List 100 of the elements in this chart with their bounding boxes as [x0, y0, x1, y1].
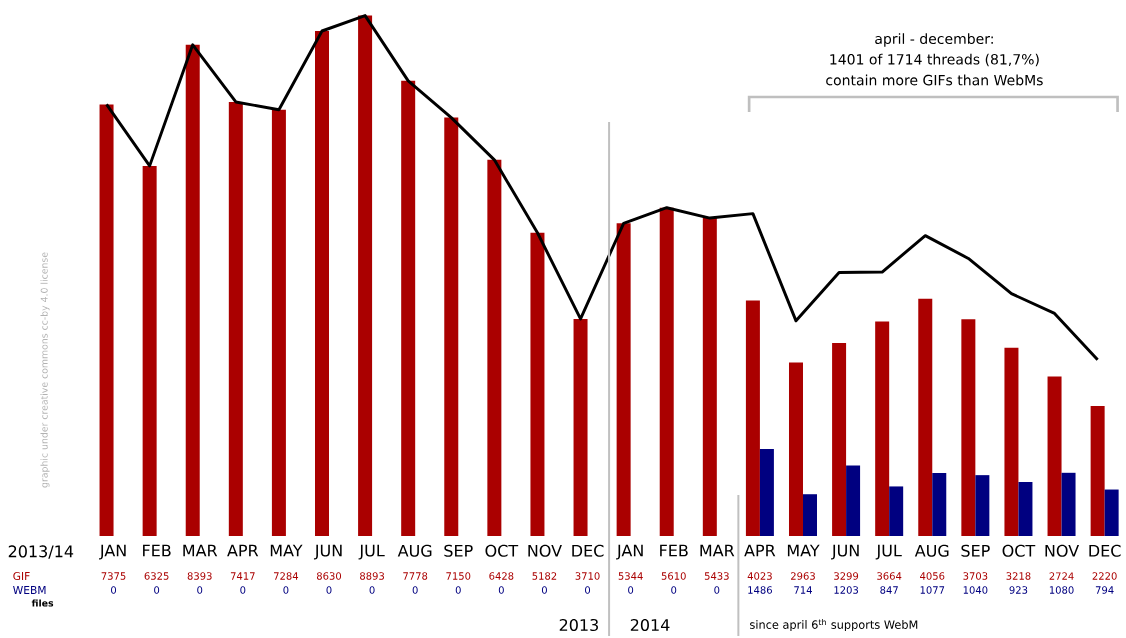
- data-label: 3664: [877, 572, 902, 580]
- text: GIF: [13, 571, 30, 581]
- text: 2014: [630, 618, 670, 632]
- data-label: 8893: [360, 572, 385, 580]
- data-label: 4056: [920, 572, 945, 580]
- data-label: 847: [880, 586, 898, 594]
- data-label: 7150: [446, 572, 471, 580]
- data-label: 4023: [747, 572, 772, 580]
- data-label: 0: [585, 586, 591, 594]
- bar: [832, 342, 847, 536]
- text: 2013/14: [8, 545, 74, 559]
- bar: [142, 165, 157, 536]
- bar: [185, 44, 200, 536]
- data-label: 7375: [101, 572, 126, 580]
- x-tick-label: SEP: [961, 544, 990, 557]
- data-label: 3703: [963, 572, 988, 580]
- annotation: april - december:: [875, 33, 993, 47]
- x-tick-label: DEC: [572, 544, 604, 557]
- x-tick-label: JUL: [875, 544, 902, 560]
- data-label: 6325: [144, 572, 169, 580]
- data-label: 0: [154, 586, 160, 594]
- bar: [315, 31, 329, 536]
- data-label: 7778: [403, 572, 428, 580]
- data-label: 1080: [1049, 586, 1074, 594]
- data-label: 0: [369, 586, 375, 594]
- annotation: 1401 of 1714 threads (81,7%): [830, 53, 1039, 67]
- bar: [358, 15, 373, 536]
- data-label: 2724: [1049, 572, 1074, 580]
- data-label: 2963: [791, 572, 815, 580]
- data-label: 5182: [532, 572, 557, 580]
- x-tick-label: JUL: [358, 544, 385, 560]
- data-label: 0: [671, 586, 677, 594]
- data-label: 5610: [661, 572, 686, 580]
- x-tick-label: MAY: [787, 544, 820, 557]
- data-label: 1077: [920, 586, 945, 594]
- x-tick-label: MAR: [700, 544, 735, 557]
- x-tick-label: AUG: [914, 544, 949, 557]
- data-label: 0: [541, 586, 547, 594]
- data-label: 0: [111, 586, 117, 594]
- bar: [802, 494, 817, 536]
- x-tick-label: APR: [227, 544, 259, 557]
- x-tick-label: JUN: [831, 544, 859, 560]
- x-tick-label: DEC: [1089, 544, 1121, 557]
- data-label: 3218: [1006, 572, 1031, 580]
- text: 2013: [559, 618, 598, 632]
- bar: [228, 101, 243, 536]
- data-label: 794: [1095, 586, 1114, 594]
- x-tick-label: NOV: [528, 544, 562, 557]
- bar: [1104, 489, 1119, 536]
- bar: [918, 298, 933, 536]
- bar: [846, 465, 861, 536]
- data-label: 3710: [575, 572, 600, 580]
- data-label: 0: [240, 586, 246, 594]
- bar: [788, 362, 803, 536]
- text: files: [31, 599, 54, 607]
- bar: [271, 109, 286, 536]
- bar: [616, 223, 631, 536]
- text: since april 6$^{th}$ supports WebM: [750, 618, 918, 632]
- data-label: 8630: [316, 572, 342, 580]
- x-tick-label: OCT: [1002, 544, 1036, 557]
- x-tick-label: JAN: [99, 544, 126, 560]
- data-label: 0: [628, 586, 634, 594]
- x-tick-label: JUN: [313, 544, 342, 560]
- bar: [99, 104, 114, 536]
- annotation: contain more GIFs than WebMs: [826, 74, 1043, 86]
- data-label: 7417: [230, 572, 255, 580]
- data-label: 0: [197, 586, 203, 594]
- x-tick-label: APR: [744, 544, 776, 557]
- bar: [530, 232, 545, 536]
- data-label: 0: [412, 586, 418, 594]
- text: graphic under creative commons cc-by 4.0 license: [40, 252, 50, 488]
- x-tick-label: OCT: [485, 544, 519, 557]
- bar: [1061, 472, 1076, 536]
- bar: [1047, 376, 1062, 536]
- data-label: 0: [714, 586, 720, 594]
- data-label: 7284: [274, 572, 299, 580]
- bar: [932, 472, 947, 536]
- data-label: 3299: [834, 572, 859, 580]
- bar: [975, 475, 990, 536]
- data-label: 6428: [489, 572, 514, 580]
- bar: [961, 319, 976, 536]
- bar: [1004, 347, 1019, 536]
- data-label: 714: [794, 586, 812, 594]
- data-label: 1040: [963, 586, 988, 594]
- x-tick-label: NOV: [1045, 544, 1080, 557]
- x-tick-label: MAR: [183, 544, 218, 557]
- bar: [401, 80, 416, 536]
- data-label: 1203: [834, 586, 858, 594]
- bar: [487, 159, 502, 536]
- data-label: 0: [455, 586, 461, 594]
- bar: [889, 486, 904, 536]
- data-label: 0: [326, 586, 332, 594]
- bar: [745, 300, 760, 536]
- x-tick-label: JAN: [616, 544, 643, 560]
- x-tick-label: AUG: [397, 544, 432, 557]
- bar: [659, 207, 674, 536]
- data-label: 0: [283, 586, 289, 594]
- bar: [573, 318, 588, 536]
- bar: [444, 117, 459, 536]
- x-tick-label: MAY: [270, 544, 303, 557]
